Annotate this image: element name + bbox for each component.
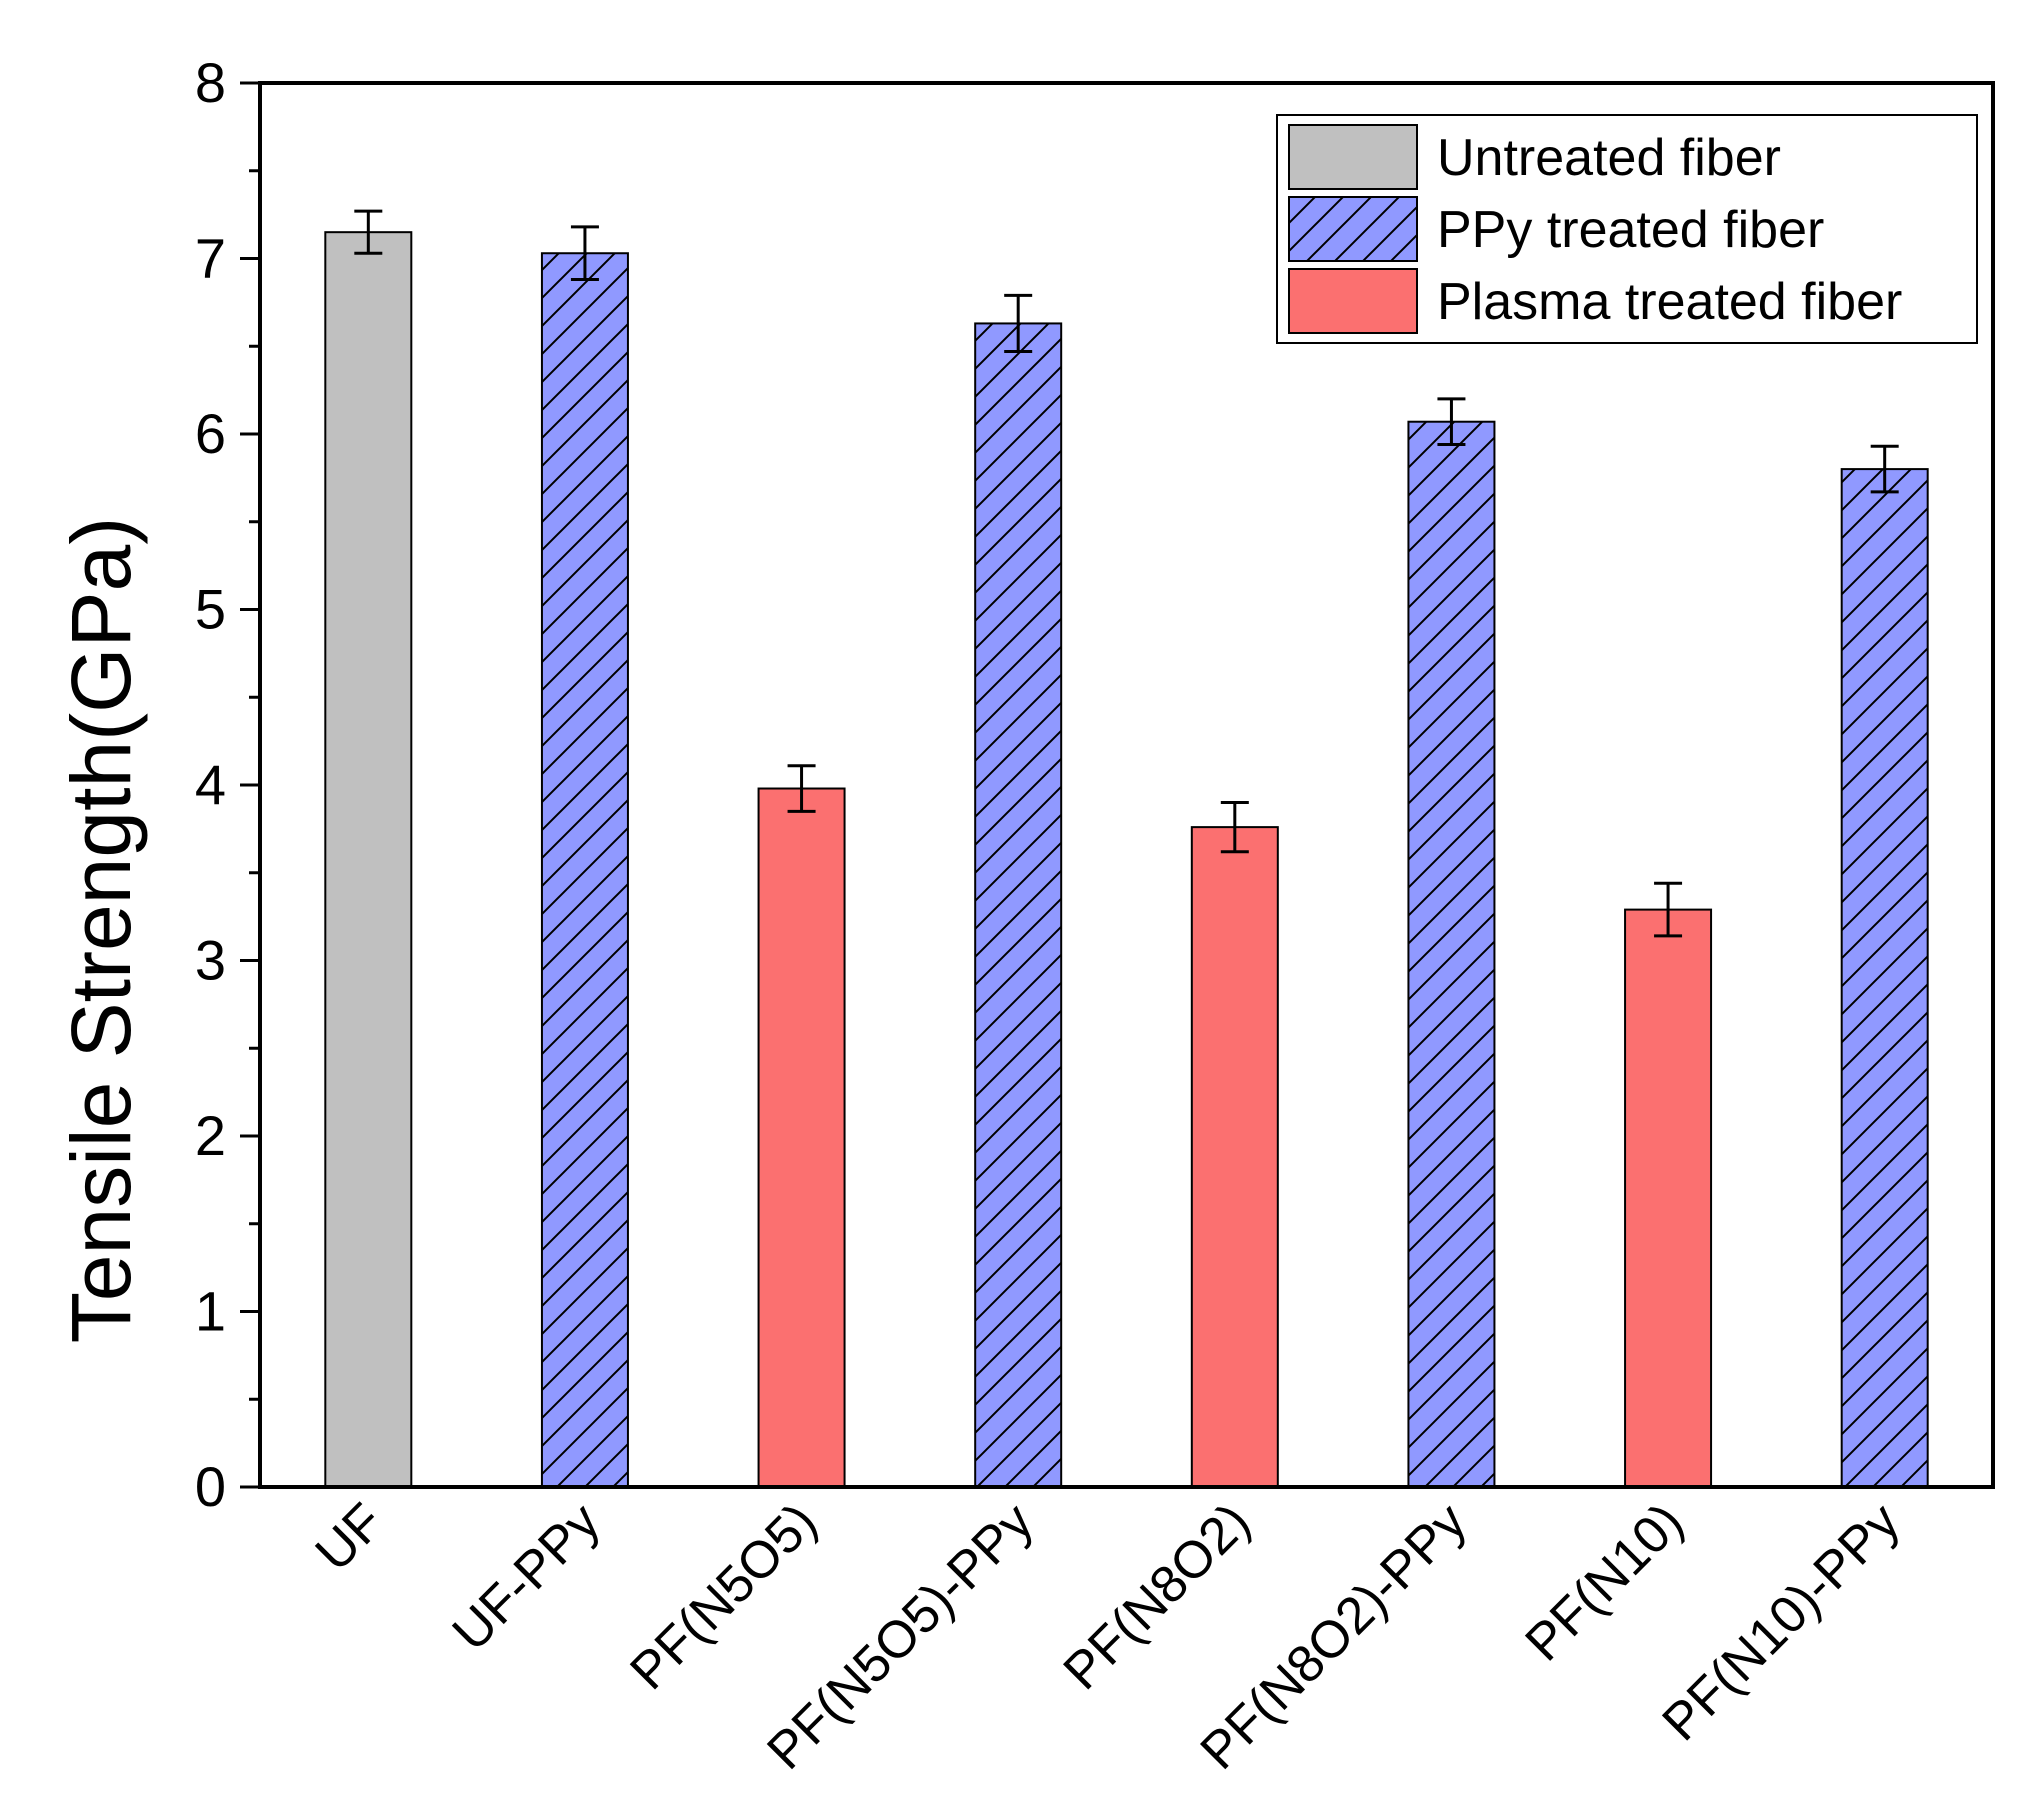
y-axis-title: Tensile Strength(GPa): [54, 517, 148, 1343]
y-tick-label: 6: [195, 402, 226, 465]
x-tick-label: PF(N8O2): [1053, 1492, 1262, 1701]
y-tick-label: 1: [195, 1280, 226, 1343]
legend-swatch-untreated: [1288, 124, 1418, 190]
legend: Untreated fiber PPy treated fiber Plasma t…: [1276, 114, 1978, 344]
bar-pf-n5o5-: [757, 787, 846, 1488]
legend-label-plasma: Plasma treated fiber: [1437, 273, 1902, 331]
bar-pf-n8o2-ppy: [1407, 420, 1496, 1489]
bar-uf: [324, 231, 413, 1488]
legend-label-ppy: PPy treated fiber: [1437, 201, 1824, 259]
legend-swatch-ppy: [1288, 196, 1418, 262]
bar-pf-n5o5-ppy: [974, 322, 1063, 1488]
legend-swatch-plasma: [1288, 268, 1418, 334]
x-tick-label: PF(N10): [1515, 1492, 1695, 1672]
x-tick-label: PF(N5O5): [620, 1492, 829, 1701]
x-tick-label: UF: [305, 1492, 395, 1582]
y-tick-label: 5: [195, 578, 226, 641]
bar-pf-n8o2-: [1190, 826, 1279, 1488]
legend-label-untreated: Untreated fiber: [1437, 129, 1781, 187]
x-tick-label: UF-PPy: [442, 1492, 612, 1662]
y-tick-label: 3: [195, 929, 226, 992]
y-tick-label: 8: [195, 51, 226, 114]
y-tick-label: 0: [195, 1455, 226, 1518]
y-tick-label: 2: [195, 1104, 226, 1167]
y-tick-label: 7: [195, 227, 226, 290]
bar-pf-n10-ppy: [1840, 468, 1929, 1489]
bar-pf-n10-: [1624, 908, 1713, 1488]
bar-uf-ppy: [540, 252, 629, 1489]
y-tick-label: 4: [195, 753, 226, 816]
